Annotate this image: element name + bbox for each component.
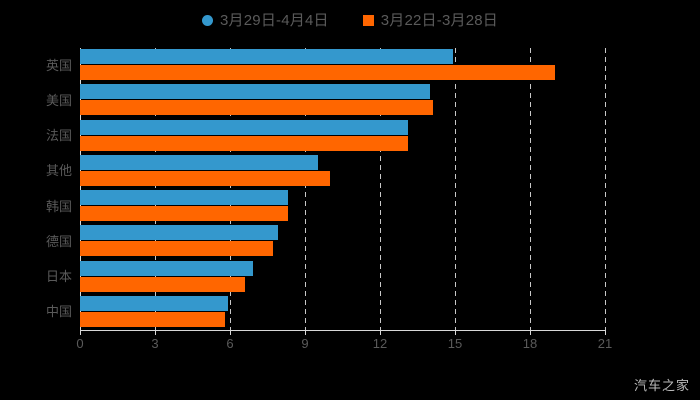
value-axis-tick-label: 9	[301, 336, 309, 351]
value-axis-tick	[455, 330, 456, 335]
gridline	[155, 48, 156, 330]
chart-legend: 3月29日-4月4日 3月22日-3月28日	[0, 8, 700, 32]
plot-area	[80, 48, 606, 330]
bar[interactable]	[80, 65, 555, 80]
category-axis: 英国美国法国其他韩国德国日本中国	[0, 48, 72, 330]
watermark: 汽车之家	[633, 378, 690, 393]
bar[interactable]	[80, 295, 228, 311]
gridline	[530, 48, 531, 330]
legend-item-label: 3月29日-4月4日	[220, 11, 329, 29]
bar-group	[80, 190, 605, 223]
category-axis-line	[80, 48, 81, 330]
value-axis-tick-label: 6	[226, 336, 234, 351]
value-axis-tick	[380, 330, 381, 335]
category-axis-label: 美国	[45, 92, 72, 108]
value-axis-tick-label: 12	[372, 336, 388, 351]
value-axis: 0 3 6 9 12 15 18 21	[76, 330, 612, 356]
bar[interactable]	[80, 154, 318, 170]
gridline	[305, 48, 306, 330]
legend-item-label: 3月22日-3月28日	[380, 11, 498, 29]
bar-group	[80, 260, 605, 294]
gridline	[605, 48, 606, 330]
legend-square-icon	[362, 14, 374, 26]
value-axis-tick-label: 3	[151, 336, 159, 351]
bar[interactable]	[80, 49, 453, 64]
bar[interactable]	[80, 135, 408, 151]
value-axis-line	[80, 330, 606, 331]
value-axis-tick	[155, 330, 156, 335]
category-axis-label: 德国	[45, 233, 72, 249]
gridline	[230, 48, 231, 330]
category-axis-label: 中国	[45, 304, 72, 320]
value-axis-tick	[305, 330, 306, 335]
bar[interactable]	[80, 84, 430, 100]
category-axis-label: 日本	[45, 269, 72, 285]
category-axis-label: 韩国	[45, 198, 72, 214]
bar[interactable]	[80, 241, 273, 257]
value-axis-tick-label: 21	[597, 336, 613, 351]
value-axis-tick-label: 0	[76, 336, 84, 351]
bar-group	[80, 295, 605, 329]
value-axis-tick	[605, 330, 606, 335]
bar-group	[80, 225, 605, 258]
legend-item[interactable]: 3月22日-3月28日	[362, 11, 498, 29]
category-axis-label: 法国	[45, 128, 72, 144]
legend-circle-icon	[202, 14, 214, 26]
bar-group	[80, 119, 605, 153]
value-axis-tick-label: 15	[447, 336, 463, 351]
bar[interactable]	[80, 100, 433, 116]
bar[interactable]	[80, 190, 288, 205]
bar[interactable]	[80, 260, 253, 276]
bar[interactable]	[80, 170, 330, 186]
category-axis-label: 其他	[45, 163, 72, 179]
value-axis-tick	[530, 330, 531, 335]
bar[interactable]	[80, 276, 245, 292]
value-axis-tick	[80, 330, 81, 335]
bar-group	[80, 84, 605, 117]
bar[interactable]	[80, 225, 278, 241]
bar-group	[80, 49, 605, 82]
value-axis-tick-label: 18	[522, 336, 538, 351]
bar-group	[80, 154, 605, 188]
value-axis-tick	[230, 330, 231, 335]
gridline	[455, 48, 456, 330]
bar[interactable]	[80, 311, 225, 327]
bar[interactable]	[80, 119, 408, 135]
legend-item[interactable]: 3月29日-4月4日	[202, 13, 329, 28]
gridline	[380, 48, 381, 330]
bar[interactable]	[80, 206, 288, 221]
category-axis-label: 英国	[45, 57, 72, 73]
